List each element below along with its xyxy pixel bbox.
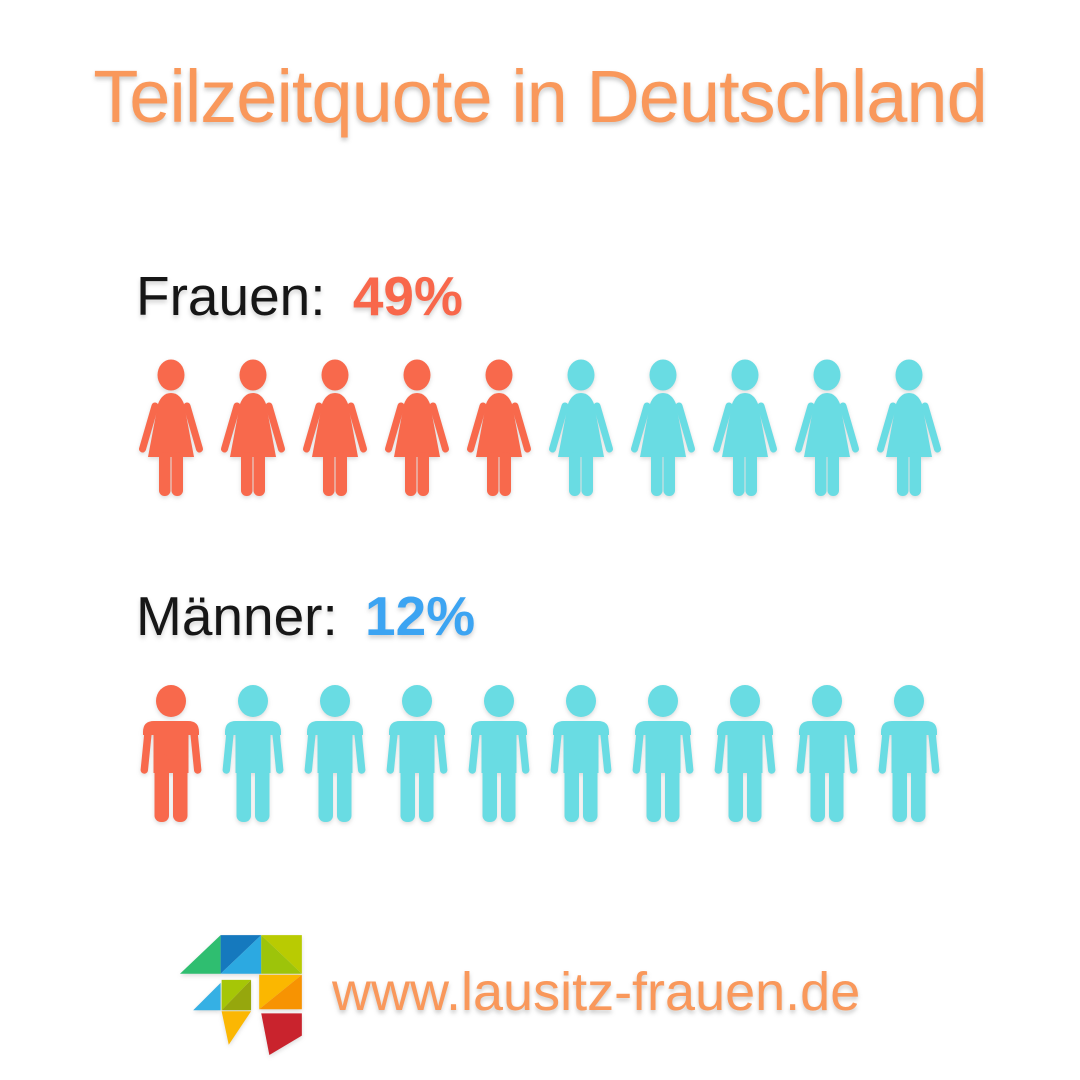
male-icon xyxy=(545,684,617,824)
male-icon xyxy=(709,684,781,824)
lausitz-frauen-logo xyxy=(180,935,302,1055)
female-icon xyxy=(217,359,289,497)
female-icon xyxy=(135,359,207,497)
maenner-icon-row xyxy=(135,684,945,824)
website-url: www.lausitz-frauen.de xyxy=(332,962,861,1022)
female-icon xyxy=(545,359,617,497)
male-icon xyxy=(463,684,535,824)
maenner-label: Männer: xyxy=(136,585,338,647)
maenner-value: 12% xyxy=(365,585,476,647)
male-icon xyxy=(873,684,945,824)
footer: www.lausitz-frauen.de xyxy=(180,926,860,1058)
female-icon xyxy=(873,359,945,497)
female-icon xyxy=(381,359,453,497)
frauen-icon-row xyxy=(135,359,945,497)
male-icon xyxy=(791,684,863,824)
maenner-label-line: Männer: 12% xyxy=(136,584,475,648)
male-icon xyxy=(627,684,699,824)
female-icon xyxy=(627,359,699,497)
male-icon xyxy=(135,684,207,824)
frauen-value: 49% xyxy=(352,265,463,327)
female-icon xyxy=(709,359,781,497)
female-icon xyxy=(463,359,535,497)
male-icon xyxy=(217,684,289,824)
male-icon xyxy=(299,684,371,824)
female-icon xyxy=(299,359,371,497)
male-icon xyxy=(381,684,453,824)
page-title: Teilzeitquote in Deutschland xyxy=(93,55,987,138)
female-icon xyxy=(791,359,863,497)
frauen-label: Frauen: xyxy=(136,265,326,327)
frauen-label-line: Frauen: 49% xyxy=(136,264,463,328)
